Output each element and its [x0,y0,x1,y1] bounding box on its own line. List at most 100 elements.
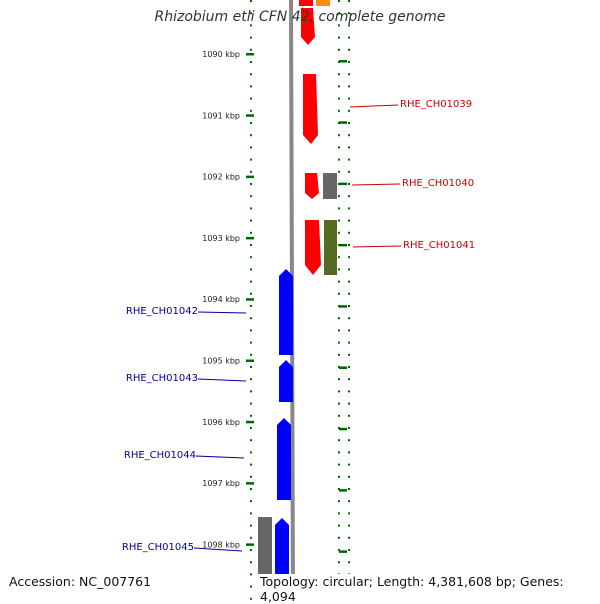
tick-dot [348,61,350,63]
tick-dot [338,549,340,551]
tick-dot [348,451,350,454]
tick-dot [348,292,350,295]
accession-info: Accession: NC_007761 [7,574,154,589]
tick-dot [250,122,252,124]
tick-dot [338,451,340,454]
tick-dot [338,36,340,39]
genome-stats: Topology: circularLength: 4,381,608 bpGe… [258,574,600,604]
tick-dot [348,134,350,137]
tick-dot [250,219,252,222]
map-title: Rhizobium etli CFN 42, complete genome [154,9,446,25]
tick-dot [250,231,252,234]
tick-dot [250,353,252,356]
tick-dot [250,292,252,295]
tick-dot [348,256,350,259]
left-tick-ladder [250,0,252,600]
tick-dot [250,439,252,442]
tick-dot [348,427,350,429]
tick-dot [348,353,350,356]
tick-dot [250,597,252,600]
tick-dot [250,561,252,564]
scale-tick [246,482,254,485]
gene-arrow [323,173,337,199]
tick-dot [250,61,252,63]
tick-dot [348,244,350,246]
gene-label: RHE_CH01043 [126,373,198,384]
right-tick-ladder [338,0,350,600]
tick-dot [348,561,350,564]
tick-dot [250,146,252,149]
gene-label: RHE_CH01044 [124,450,196,461]
tick-dot [338,170,340,173]
scale-tick [246,543,254,546]
tick-dot [250,573,252,576]
gene-arrow [324,220,337,275]
tick-dot [338,317,340,320]
tick-dot [250,475,252,478]
gene-arrow [277,418,291,500]
tick-dot [338,561,340,564]
tick-dot [338,73,340,76]
tick-dot [338,414,340,417]
tick-dot [250,195,252,198]
tick-dot [338,48,340,51]
scale-tick [246,359,254,362]
leader-line [351,183,401,186]
scale-tick [246,175,254,179]
tick-dot [250,427,252,429]
scale-label: 1094 kbp [202,295,240,304]
tick-dot [250,414,252,417]
tick-dot [348,536,350,539]
tick-dot [250,378,252,381]
tick-dot [348,73,350,76]
tick-dot [250,0,252,2]
tick-dot [250,305,252,307]
tick-dot [348,12,350,15]
gene-arrow [279,360,293,402]
tick-dot [348,402,350,405]
tick-dot [348,329,350,332]
tick-dot [338,463,340,466]
tick-dot [338,109,340,112]
tick-dot [338,475,340,478]
scale-label: 1098 kbp [202,540,240,549]
tick-dot [250,268,252,271]
scale-tick [339,427,347,431]
tick-dot [250,256,252,259]
tick-dot [338,12,340,15]
tick-dot [250,585,252,588]
tick-dot [348,268,350,271]
scale-tick [339,182,347,186]
scale-label: 1093 kbp [202,234,240,243]
tick-dot [348,414,350,417]
tick-dot [348,122,350,124]
tick-dot [338,24,340,27]
tick-dot [338,158,340,161]
tick-dot [250,463,252,466]
tick-dot [348,317,350,320]
topology-text: Topology: circular [260,574,369,589]
tick-dot [250,85,252,88]
tick-dot [348,0,350,2]
gene-arrow [279,269,293,355]
tick-dot [250,24,252,27]
tick-dot [250,244,252,246]
accession-label: Accession: [9,574,76,589]
leader-line [352,245,402,248]
tick-dot [348,463,350,466]
scale-tick [339,489,347,492]
scale-label: 1091 kbp [202,111,240,120]
tick-dot [348,48,350,51]
scale-tick [339,243,347,247]
tick-dot [338,85,340,88]
tick-dot [338,488,340,490]
tick-dot [250,488,252,490]
tick-dot [348,390,350,393]
leader-line [197,378,247,382]
tick-dot [250,183,252,185]
tick-dot [338,219,340,222]
tick-dot [348,146,350,149]
scale-label: 1092 kbp [202,173,240,182]
tick-dot [338,353,340,356]
